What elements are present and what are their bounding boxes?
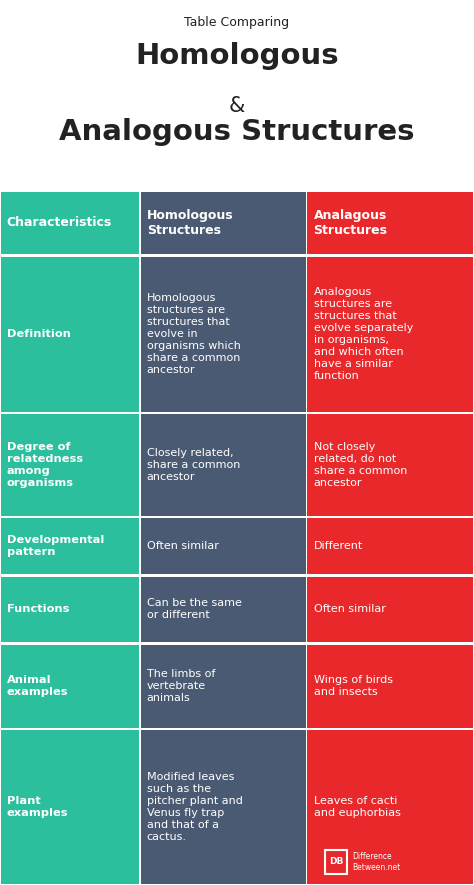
Bar xyxy=(0,414,139,516)
Text: Homologous
Structures: Homologous Structures xyxy=(147,209,233,237)
Bar xyxy=(0,192,139,254)
Bar xyxy=(0,577,139,642)
Text: Analagous
Structures: Analagous Structures xyxy=(313,209,388,237)
Text: The limbs of
vertebrate
animals: The limbs of vertebrate animals xyxy=(147,669,215,703)
Text: Often similar: Often similar xyxy=(313,604,385,614)
Text: Developmental
pattern: Developmental pattern xyxy=(7,535,104,558)
Bar xyxy=(307,644,473,727)
Bar xyxy=(140,192,306,254)
Text: Animal
examples: Animal examples xyxy=(7,675,68,697)
Bar xyxy=(307,519,473,574)
Text: Homologous: Homologous xyxy=(135,42,339,71)
Text: Wings of birds
and insects: Wings of birds and insects xyxy=(313,675,392,697)
Bar xyxy=(307,192,473,254)
Text: Characteristics: Characteristics xyxy=(7,216,112,229)
Text: DB: DB xyxy=(329,858,343,866)
Text: Different: Different xyxy=(313,542,363,551)
Bar xyxy=(325,850,347,874)
Text: Closely related,
share a common
ancestor: Closely related, share a common ancestor xyxy=(147,448,240,482)
Text: Not closely
related, do not
share a common
ancestor: Not closely related, do not share a comm… xyxy=(313,442,407,488)
Bar xyxy=(307,414,473,516)
Text: Analogous Structures: Analogous Structures xyxy=(59,118,415,146)
Bar xyxy=(140,414,306,516)
Bar xyxy=(0,257,139,412)
Bar xyxy=(307,577,473,642)
Bar xyxy=(307,730,473,884)
Text: Functions: Functions xyxy=(7,604,69,614)
Bar xyxy=(0,730,139,884)
Bar xyxy=(140,519,306,574)
Text: Often similar: Often similar xyxy=(147,542,219,551)
Text: &: & xyxy=(229,96,245,116)
Bar xyxy=(140,257,306,412)
Text: Degree of
relatedness
among
organisms: Degree of relatedness among organisms xyxy=(7,442,83,488)
Text: Leaves of cacti
and euphorbias: Leaves of cacti and euphorbias xyxy=(313,796,401,818)
Text: Definition: Definition xyxy=(7,329,71,339)
Text: Analogous
structures are
structures that
evolve separately
in organisms,
and whi: Analogous structures are structures that… xyxy=(313,287,413,381)
Text: Difference
Between.net: Difference Between.net xyxy=(352,852,401,872)
Bar xyxy=(140,577,306,642)
Bar xyxy=(140,644,306,727)
Text: Homologous
structures are
structures that
evolve in
organisms which
share a comm: Homologous structures are structures tha… xyxy=(147,293,241,375)
Text: Can be the same
or different: Can be the same or different xyxy=(147,598,242,620)
Bar xyxy=(0,644,139,727)
Bar xyxy=(140,730,306,884)
Text: Table Comparing: Table Comparing xyxy=(184,16,290,29)
Bar xyxy=(307,257,473,412)
Bar xyxy=(0,519,139,574)
Text: Modified leaves
such as the
pitcher plant and
Venus fly trap
and that of a
cactu: Modified leaves such as the pitcher plan… xyxy=(147,772,243,842)
Text: Plant
examples: Plant examples xyxy=(7,796,68,818)
